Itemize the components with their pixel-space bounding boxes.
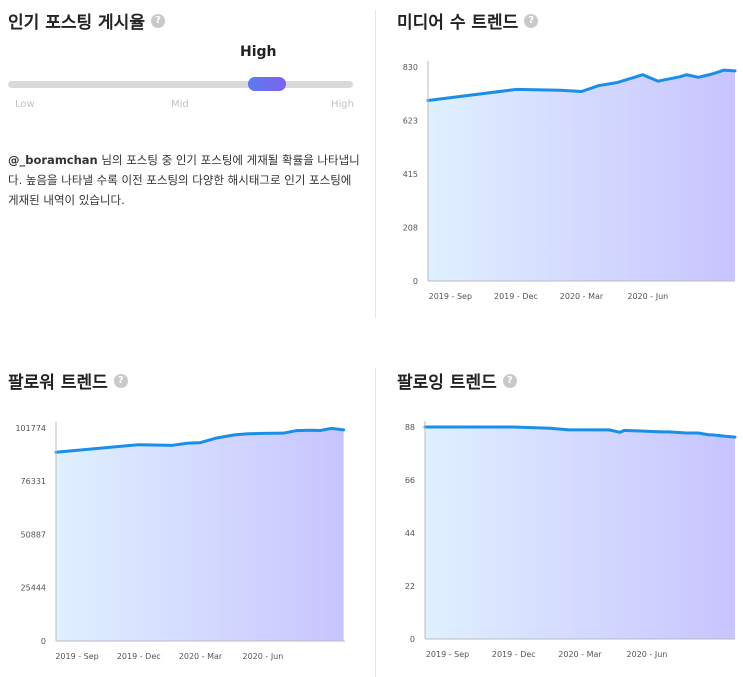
y-tick-label: 0: [413, 277, 418, 286]
x-tick-label: 2019 - Dec: [492, 650, 536, 659]
data-point: [685, 431, 688, 435]
data-point: [659, 430, 662, 434]
vertical-divider-top: [375, 10, 376, 318]
data-point: [597, 84, 600, 87]
media-trend-title-text: 미디어 수 트렌드: [397, 13, 519, 33]
data-point: [215, 436, 218, 440]
vertical-divider-bottom: [375, 368, 376, 677]
data-point: [656, 79, 660, 83]
series-area: [428, 70, 735, 281]
data-point: [567, 428, 571, 432]
data-point: [282, 431, 285, 435]
data-point: [712, 72, 716, 75]
series-area: [56, 428, 344, 641]
data-point: [330, 427, 333, 430]
follower-trend-title-text: 팔로워 트렌드: [8, 373, 108, 393]
media-trend-chart: 0 208 415 623 830 2019 - Sep 2019 - Dec 2020 - …: [403, 61, 737, 301]
scale-label-high: High: [331, 99, 354, 110]
series-area: [425, 427, 735, 639]
x-tick-label: 2020 - Jun: [627, 650, 668, 659]
data-point: [685, 73, 688, 76]
x-tick-label: 2019 - Dec: [117, 652, 161, 661]
data-point: [294, 429, 298, 432]
data-point: [697, 76, 700, 79]
help-icon[interactable]: ?: [502, 373, 517, 388]
popular-posting-description: @_boramchan 님의 포스팅 중 인기 포스팅에 게재될 확률을 나타냅…: [8, 150, 360, 210]
level-track: [8, 81, 353, 88]
x-tick-label: 2020 - Jun: [242, 652, 283, 661]
popular-posting-title-text: 인기 포스팅 게시율: [8, 13, 145, 33]
y-tick-label: 50887: [21, 531, 46, 540]
data-point: [342, 428, 345, 432]
follower-trend-title: 팔로워 트렌드 ?: [8, 368, 128, 393]
help-icon[interactable]: ?: [524, 13, 539, 28]
data-point: [511, 425, 515, 429]
description-text: 님의 포스팅 중 인기 포스팅에 게재될 확률을 나타냅니다. 높음을 나타낼 …: [8, 153, 360, 207]
x-tick-label: 2020 - Mar: [558, 650, 602, 659]
data-point: [548, 427, 552, 430]
help-icon[interactable]: ?: [150, 13, 165, 28]
data-point: [171, 444, 174, 447]
data-point: [261, 432, 265, 435]
data-point: [696, 431, 700, 435]
x-tick-label: 2019 - Dec: [494, 292, 538, 301]
data-point: [722, 434, 726, 438]
data-point: [618, 431, 622, 434]
y-tick-label: 22: [405, 582, 415, 591]
following-trend-title: 팔로잉 트렌드 ?: [397, 368, 517, 393]
y-tick-label: 415: [403, 170, 418, 179]
x-tick-label: 2020 - Jun: [627, 292, 668, 301]
data-point: [559, 89, 562, 92]
data-point: [246, 432, 250, 436]
y-tick-label: 0: [41, 637, 46, 646]
data-point: [733, 435, 737, 439]
level-value-label: High: [240, 44, 277, 60]
y-tick-label: 25444: [21, 584, 46, 593]
data-point: [733, 69, 737, 73]
data-point: [514, 88, 518, 91]
data-point: [185, 442, 189, 445]
popular-posting-title: 인기 포스팅 게시율 ?: [8, 8, 165, 33]
data-point: [137, 443, 140, 446]
data-point: [712, 433, 716, 437]
x-tick-label: 2020 - Mar: [179, 652, 223, 661]
y-tick-label: 88: [405, 423, 415, 432]
follower-trend-chart: 0 25444 50887 76331 101774 2019 - Sep 2019 - D…: [15, 422, 346, 661]
y-tick-label: 830: [403, 63, 418, 72]
scale-label-mid: Mid: [171, 99, 189, 110]
y-tick-label: 623: [403, 116, 418, 125]
x-tick-label: 2020 - Mar: [560, 292, 604, 301]
y-tick-label: 208: [403, 223, 418, 232]
data-point: [616, 81, 619, 84]
following-trend-title-text: 팔로잉 트렌드: [397, 373, 497, 393]
data-point: [607, 428, 611, 432]
y-tick-label: 0: [410, 635, 415, 644]
data-point: [678, 75, 681, 78]
y-tick-label: 76331: [21, 477, 46, 486]
following-trend-chart: 0 22 44 66 88 2019 - Sep 2019 - Dec 2020 - Mar 2…: [405, 421, 737, 659]
x-tick-label: 2019 - Sep: [429, 292, 472, 301]
y-tick-label: 66: [405, 476, 415, 485]
data-point: [233, 433, 236, 437]
data-point: [707, 433, 711, 436]
y-tick-label: 44: [405, 529, 415, 538]
data-point: [623, 429, 626, 432]
media-trend-title: 미디어 수 트렌드 ?: [397, 8, 539, 33]
scale-label-low: Low: [15, 99, 35, 110]
data-point: [641, 73, 644, 76]
y-tick-label: 101774: [15, 424, 46, 433]
data-point: [707, 73, 711, 76]
help-icon[interactable]: ?: [113, 373, 128, 388]
level-indicator: [247, 77, 286, 91]
data-point: [580, 90, 583, 93]
data-point: [667, 430, 670, 434]
data-point: [319, 429, 322, 432]
x-tick-label: 2019 - Sep: [55, 652, 98, 661]
data-point: [309, 429, 312, 432]
x-tick-label: 2019 - Sep: [426, 650, 469, 659]
data-point: [722, 68, 726, 72]
data-point: [199, 441, 202, 444]
username: @_boramchan: [8, 153, 98, 167]
